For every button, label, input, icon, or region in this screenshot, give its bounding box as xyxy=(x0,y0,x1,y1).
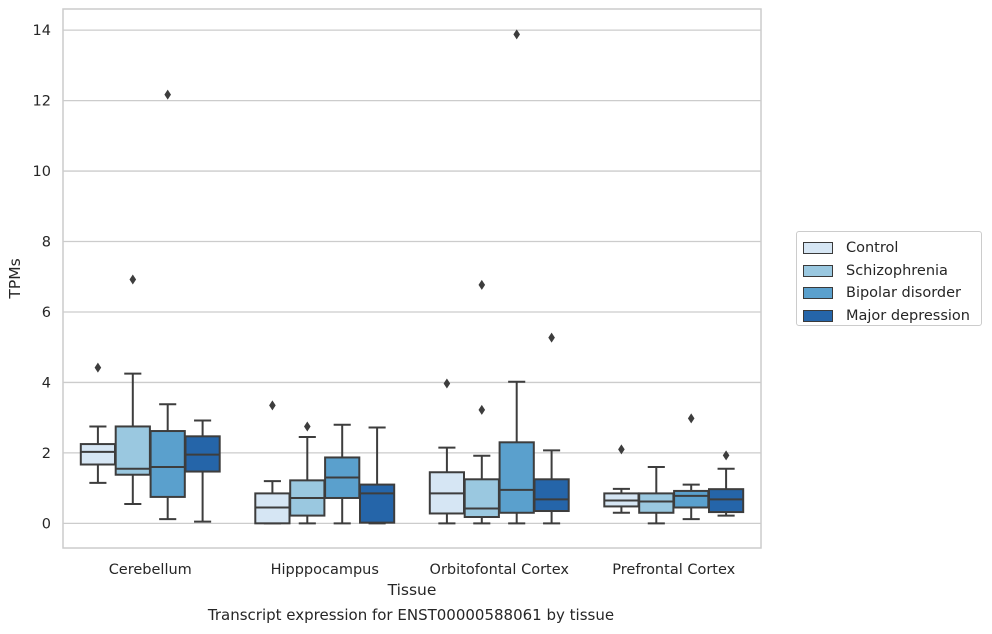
outlier-point xyxy=(478,279,486,290)
box xyxy=(533,478,570,513)
y-tick-label: 4 xyxy=(42,375,51,391)
x-tick-label: Hipppocampus xyxy=(271,562,379,578)
legend-item-control: Control xyxy=(803,237,981,260)
box xyxy=(673,489,710,509)
outlier-point xyxy=(164,89,171,100)
x-tick-label: Prefrontal Cortex xyxy=(612,562,735,578)
legend-label-schizophrenia: Schizophrenia xyxy=(846,262,948,279)
outlier-point xyxy=(513,29,520,40)
outlier-point xyxy=(304,421,311,432)
y-tick-label: 0 xyxy=(42,516,51,532)
outlier-point xyxy=(548,332,555,343)
box xyxy=(707,488,745,514)
x-axis-label: Tissue xyxy=(387,581,437,599)
legend-label-bipolar-disorder: Bipolar disorder xyxy=(846,285,961,302)
legend-swatch-schizophrenia xyxy=(803,264,833,277)
legend-item-major-depression: Major depression xyxy=(803,305,981,328)
outlier-point xyxy=(443,378,451,389)
outlier-point xyxy=(687,413,695,424)
outlier-point xyxy=(269,400,276,411)
box xyxy=(114,425,151,476)
x-tick-label: Cerebellum xyxy=(109,562,192,578)
box xyxy=(79,443,117,466)
y-tick-label: 10 xyxy=(33,164,51,180)
plot-frame xyxy=(62,8,762,549)
legend: Control Schizophrenia Bipolar disorder M… xyxy=(796,231,982,326)
box xyxy=(149,430,186,498)
legend-swatch-control xyxy=(803,242,833,255)
box xyxy=(638,492,675,514)
box xyxy=(358,483,396,524)
outlier-point xyxy=(94,362,102,373)
y-tick-label: 6 xyxy=(42,305,51,321)
legend-label-major-depression: Major depression xyxy=(846,307,970,324)
legend-swatch-bipolar-disorder xyxy=(803,287,833,300)
y-tick-label: 12 xyxy=(33,94,51,110)
legend-swatch-major-depression xyxy=(803,309,833,322)
legend-item-bipolar-disorder: Bipolar disorder xyxy=(803,282,981,305)
outlier-point xyxy=(129,274,137,285)
outlier-point xyxy=(478,404,486,415)
outlier-point xyxy=(722,450,730,461)
y-tick-label: 8 xyxy=(42,235,51,251)
legend-label-control: Control xyxy=(846,240,899,257)
box xyxy=(498,441,535,514)
outlier-point xyxy=(618,444,625,455)
y-tick-label: 14 xyxy=(33,23,51,39)
y-tick-label: 2 xyxy=(42,446,51,462)
figure-caption: Transcript expression for ENST0000058806… xyxy=(207,606,615,624)
legend-item-schizophrenia: Schizophrenia xyxy=(803,260,981,283)
x-tick-label: Orbitofontal Cortex xyxy=(430,562,570,578)
y-axis-label: TPMs xyxy=(6,258,24,299)
box xyxy=(463,478,500,518)
